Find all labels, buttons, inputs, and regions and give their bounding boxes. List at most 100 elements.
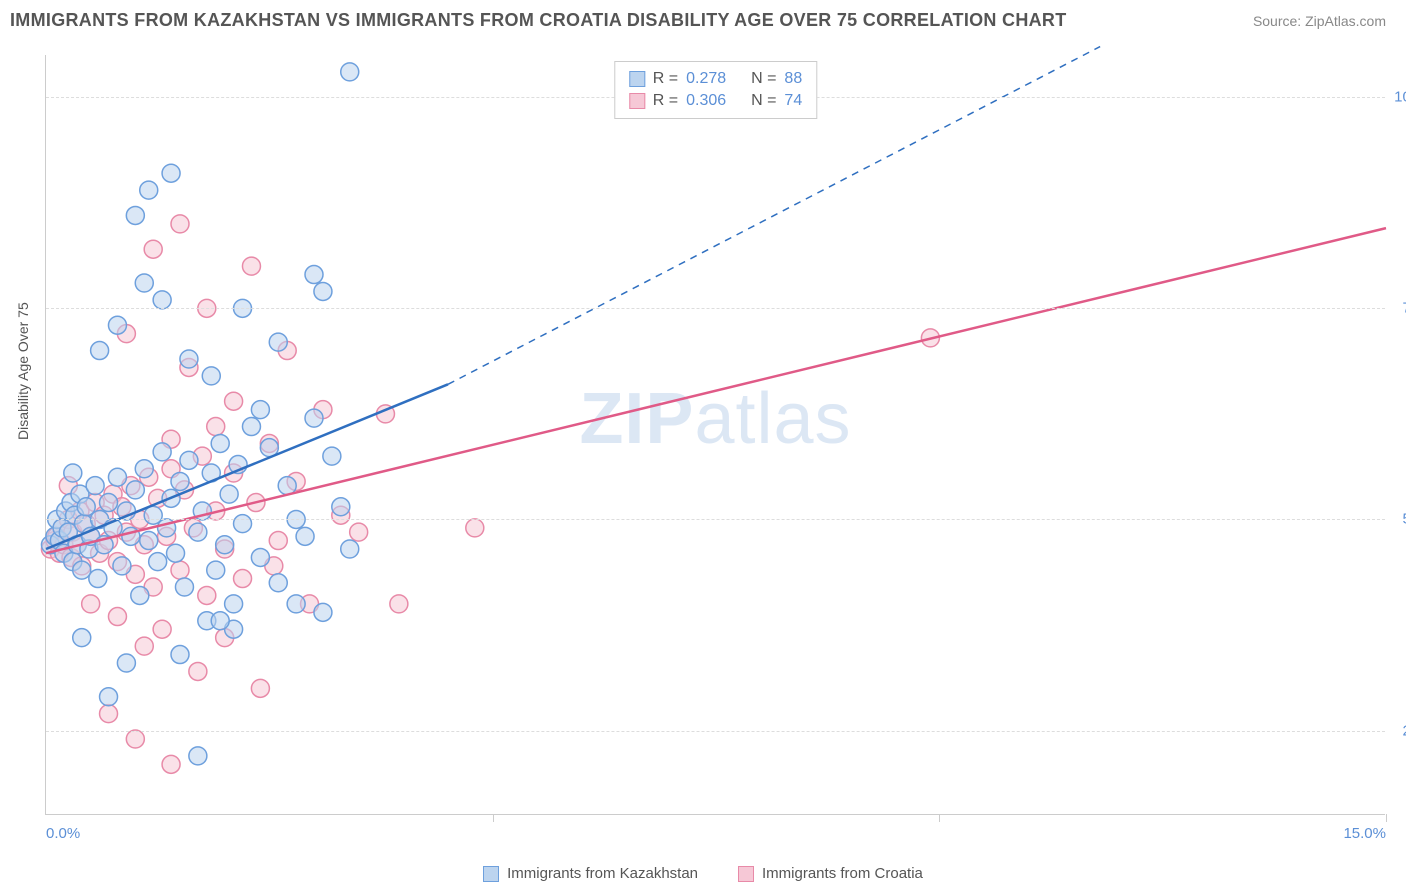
point-kazakhstan: [296, 527, 314, 545]
point-kazakhstan: [126, 206, 144, 224]
point-croatia: [207, 418, 225, 436]
point-kazakhstan: [305, 266, 323, 284]
point-croatia: [390, 595, 408, 613]
chart-title: IMMIGRANTS FROM KAZAKHSTAN VS IMMIGRANTS…: [10, 10, 1067, 31]
point-kazakhstan: [269, 333, 287, 351]
point-croatia: [225, 392, 243, 410]
y-tick-label: 50.0%: [1402, 511, 1406, 528]
point-kazakhstan: [153, 291, 171, 309]
point-croatia: [162, 755, 180, 773]
point-kazakhstan: [269, 574, 287, 592]
chart-plot-area: ZIPatlas R =0.278 N =88 R =0.306 N =74 2…: [45, 55, 1385, 815]
point-kazakhstan: [180, 350, 198, 368]
point-kazakhstan: [89, 570, 107, 588]
legend-label: Immigrants from Kazakhstan: [507, 865, 698, 882]
swatch-croatia: [629, 93, 645, 109]
legend-item-kazakhstan: Immigrants from Kazakhstan: [483, 865, 698, 882]
point-kazakhstan: [73, 561, 91, 579]
point-croatia: [466, 519, 484, 537]
point-croatia: [242, 257, 260, 275]
stats-row: R =0.278 N =88: [629, 68, 802, 90]
point-croatia: [153, 620, 171, 638]
point-croatia: [100, 705, 118, 723]
point-kazakhstan: [211, 434, 229, 452]
point-croatia: [171, 561, 189, 579]
point-croatia: [144, 240, 162, 258]
point-kazakhstan: [180, 451, 198, 469]
legend-item-croatia: Immigrants from Croatia: [738, 865, 923, 882]
point-croatia: [108, 608, 126, 626]
point-kazakhstan: [189, 747, 207, 765]
point-kazakhstan: [175, 578, 193, 596]
point-kazakhstan: [73, 629, 91, 647]
point-kazakhstan: [216, 536, 234, 554]
point-kazakhstan: [64, 464, 82, 482]
y-axis-label: Disability Age Over 75: [15, 302, 31, 440]
point-kazakhstan: [242, 418, 260, 436]
point-kazakhstan: [189, 523, 207, 541]
point-kazakhstan: [167, 544, 185, 562]
point-kazakhstan: [126, 481, 144, 499]
point-kazakhstan: [211, 612, 229, 630]
correlation-stats-box: R =0.278 N =88 R =0.306 N =74: [614, 61, 817, 119]
x-tick: [493, 814, 494, 822]
gridline: [46, 308, 1385, 309]
point-kazakhstan: [220, 485, 238, 503]
point-croatia: [171, 215, 189, 233]
point-kazakhstan: [108, 316, 126, 334]
scatter-svg: [46, 55, 1385, 814]
x-tick: [1386, 814, 1387, 822]
point-kazakhstan: [332, 498, 350, 516]
point-kazakhstan: [100, 688, 118, 706]
point-kazakhstan: [113, 557, 131, 575]
x-tick: [939, 814, 940, 822]
point-kazakhstan: [234, 515, 252, 533]
swatch-croatia: [738, 866, 754, 882]
point-kazakhstan: [314, 282, 332, 300]
point-kazakhstan: [149, 553, 167, 571]
gridline: [46, 731, 1385, 732]
point-croatia: [350, 523, 368, 541]
point-kazakhstan: [251, 401, 269, 419]
point-kazakhstan: [287, 595, 305, 613]
legend-label: Immigrants from Croatia: [762, 865, 923, 882]
point-kazakhstan: [100, 494, 118, 512]
point-kazakhstan: [305, 409, 323, 427]
point-kazakhstan: [153, 443, 171, 461]
point-kazakhstan: [140, 181, 158, 199]
point-kazakhstan: [135, 460, 153, 478]
point-kazakhstan: [108, 468, 126, 486]
legend: Immigrants from Kazakhstan Immigrants fr…: [0, 865, 1406, 882]
point-kazakhstan: [225, 595, 243, 613]
x-tick-label: 0.0%: [46, 825, 80, 842]
point-croatia: [135, 637, 153, 655]
point-kazakhstan: [86, 477, 104, 495]
point-kazakhstan: [341, 540, 359, 558]
point-croatia: [269, 532, 287, 550]
y-tick-label: 75.0%: [1402, 300, 1406, 317]
point-croatia: [234, 570, 252, 588]
point-kazakhstan: [341, 63, 359, 81]
gridline: [46, 519, 1385, 520]
point-kazakhstan: [314, 603, 332, 621]
point-kazakhstan: [91, 342, 109, 360]
point-kazakhstan: [171, 472, 189, 490]
x-tick-label: 15.0%: [1343, 825, 1386, 842]
point-kazakhstan: [251, 548, 269, 566]
point-kazakhstan: [171, 646, 189, 664]
swatch-kazakhstan: [483, 866, 499, 882]
y-tick-label: 25.0%: [1402, 722, 1406, 739]
point-kazakhstan: [140, 532, 158, 550]
point-croatia: [251, 679, 269, 697]
point-kazakhstan: [131, 586, 149, 604]
point-kazakhstan: [323, 447, 341, 465]
point-kazakhstan: [202, 367, 220, 385]
point-kazakhstan: [135, 274, 153, 292]
trendline-croatia: [46, 228, 1386, 553]
point-croatia: [82, 595, 100, 613]
point-croatia: [189, 662, 207, 680]
swatch-kazakhstan: [629, 71, 645, 87]
stats-row: R =0.306 N =74: [629, 90, 802, 112]
y-tick-label: 100.0%: [1394, 89, 1406, 106]
point-croatia: [198, 586, 216, 604]
